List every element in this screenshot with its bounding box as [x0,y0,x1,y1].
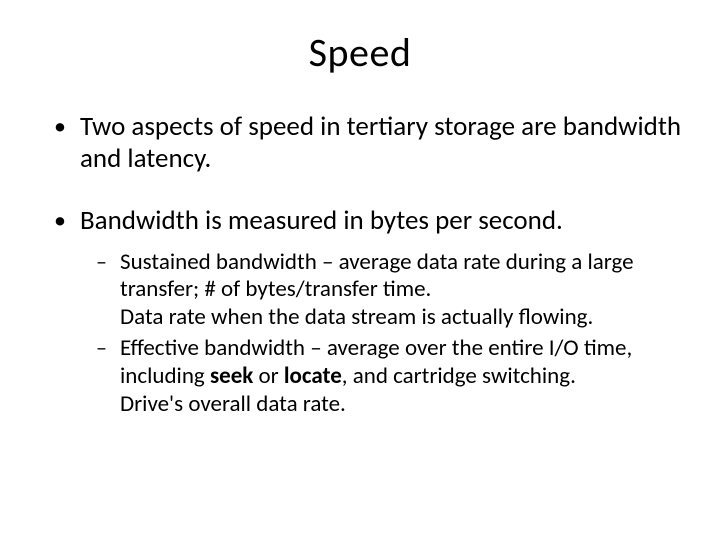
bullet-text: Bandwidth is measured in bytes per secon… [80,204,563,237]
sub-bullet-text-line2: Data rate when the data stream is actual… [120,303,593,331]
bullet-list-level1: Two aspects of speed in tertiary storage… [36,111,684,418]
slide-container: Speed Two aspects of speed in tertiary s… [0,0,720,540]
sub-bullet-item: Effective bandwidth – average over the e… [94,335,684,418]
sub-bullet-text-line2: Drive's overall data rate. [120,390,346,418]
bullet-list-level2: Sustained bandwidth – average data rate … [80,249,684,419]
sub-bullet-text-mid: or [253,362,284,390]
bullet-text: Two aspects of speed in tertiary storage… [80,110,681,175]
bold-term-locate: locate [284,362,342,390]
bold-term-seek: seek [210,362,253,390]
bullet-item: Two aspects of speed in tertiary storage… [50,111,684,175]
sub-bullet-text: Sustained bandwidth – average data rate … [120,248,634,304]
slide-title: Speed [36,28,684,77]
sub-bullet-text-suffix: , and cartridge switching. [342,362,576,390]
sub-bullet-item: Sustained bandwidth – average data rate … [94,249,684,332]
bullet-item: Bandwidth is measured in bytes per secon… [50,205,684,418]
